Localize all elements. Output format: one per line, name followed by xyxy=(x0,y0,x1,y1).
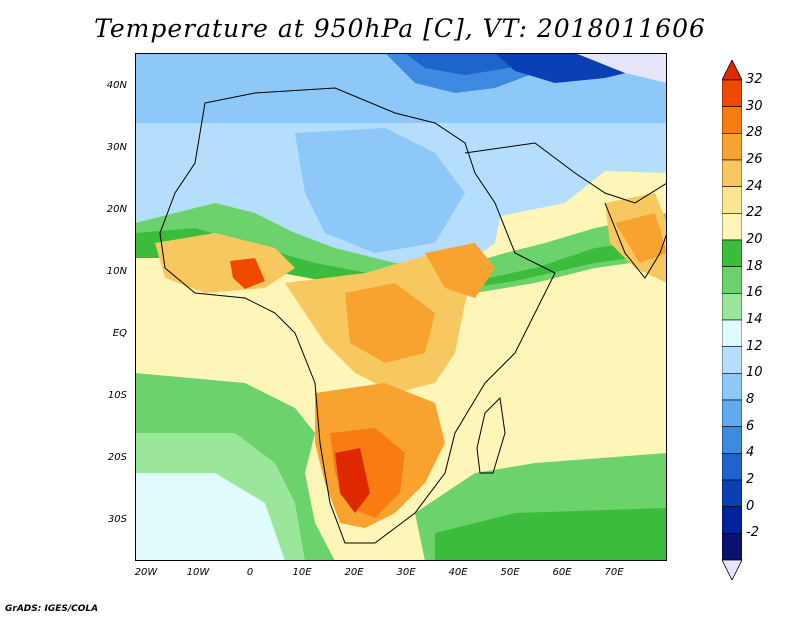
colorbar-label: 32 xyxy=(746,72,763,87)
map-title: Temperature at 950hPa [C], VT: 201801160… xyxy=(94,14,706,43)
madagascar-coastline xyxy=(476,396,506,474)
ethiopia-warm xyxy=(425,243,495,298)
colorbar-swatch xyxy=(722,293,742,321)
lat-label-10n: 10N xyxy=(106,266,127,277)
map-panel xyxy=(135,53,667,561)
colorbar-label: 24 xyxy=(746,178,763,194)
colorbar-label: 6 xyxy=(746,418,755,434)
colorbar-label: 14 xyxy=(746,312,763,327)
colorbar-swatch xyxy=(722,159,742,187)
colorbar-label: 0 xyxy=(746,498,755,514)
arabia-india-coastline xyxy=(464,142,667,204)
colorbar-swatch xyxy=(722,133,742,161)
congo-warm xyxy=(345,283,435,363)
lat-label-30s: 30S xyxy=(107,514,127,525)
colorbar xyxy=(722,60,742,580)
colorbar-swatch xyxy=(722,506,742,534)
lon-label-50e: 50E xyxy=(500,567,520,578)
colorbar-label: 16 xyxy=(746,285,763,301)
lon-label-10w: 10W xyxy=(186,567,210,578)
colorbar-swatch xyxy=(722,266,742,294)
colorbar-label: 4 xyxy=(746,445,755,461)
colorbar-bottom-triangle xyxy=(722,559,742,580)
colorbar-swatch xyxy=(722,186,742,214)
lon-label-10e: 10E xyxy=(292,567,312,578)
colorbar-swatch xyxy=(722,239,742,267)
colorbar-label: -2 xyxy=(746,525,759,541)
west-africa-hot xyxy=(230,258,265,289)
colorbar-swatch xyxy=(722,373,742,401)
colorbar-swatch xyxy=(722,79,742,107)
lat-label-20n: 20N xyxy=(106,204,127,215)
lat-label-10s: 10S xyxy=(107,390,127,401)
below-range-cold xyxy=(575,53,667,83)
colorbar-label: 10 xyxy=(746,365,763,381)
colorbar-top-triangle xyxy=(722,60,742,81)
colorbar-label: 20 xyxy=(746,232,763,247)
lon-label-20w: 20W xyxy=(134,567,158,578)
lat-label-30n: 30N xyxy=(106,142,127,153)
colorbar-label: 8 xyxy=(746,392,755,407)
lat-label-20s: 20S xyxy=(107,452,127,463)
lon-label-40e: 40E xyxy=(448,567,468,578)
colorbar-label: 26 xyxy=(746,152,763,167)
colorbar-swatch xyxy=(722,399,742,427)
colorbar-label: 28 xyxy=(746,125,763,141)
south-atlantic-cool xyxy=(135,473,285,561)
colorbar-label: 30 xyxy=(746,98,763,114)
africa-coastline xyxy=(159,87,556,544)
colorbar-swatch xyxy=(722,426,742,454)
colorbar-label: 18 xyxy=(746,258,763,274)
colorbar-label: 12 xyxy=(746,338,763,354)
colorbar-label: 2 xyxy=(746,472,755,487)
colorbar-swatch xyxy=(722,479,742,507)
colorbar-swatch xyxy=(722,319,742,347)
lon-label-30e: 30E xyxy=(396,567,416,578)
lon-label-0: 0 xyxy=(246,567,254,578)
lon-label-20e: 20E xyxy=(344,567,364,578)
sahara-cooler xyxy=(295,128,465,253)
temperature-field xyxy=(135,53,667,561)
lat-label-40n: 40N xyxy=(106,80,127,91)
lat-label-eq: EQ xyxy=(112,328,127,339)
credit-text: GrADS: IGES/COLA xyxy=(5,604,99,614)
colorbar-swatch xyxy=(722,346,742,374)
colorbar-swatch xyxy=(722,453,742,481)
colorbar-swatch xyxy=(722,213,742,241)
lon-label-70e: 70E xyxy=(604,567,624,578)
lon-label-60e: 60E xyxy=(552,567,572,578)
india-hot xyxy=(615,213,667,263)
colorbar-swatch xyxy=(722,533,742,561)
colorbar-label: 22 xyxy=(746,205,763,221)
kalahari-hot xyxy=(335,448,370,513)
india-coastline xyxy=(604,202,667,279)
south-indian-dark-green xyxy=(435,508,667,561)
colorbar-swatch xyxy=(722,106,742,134)
